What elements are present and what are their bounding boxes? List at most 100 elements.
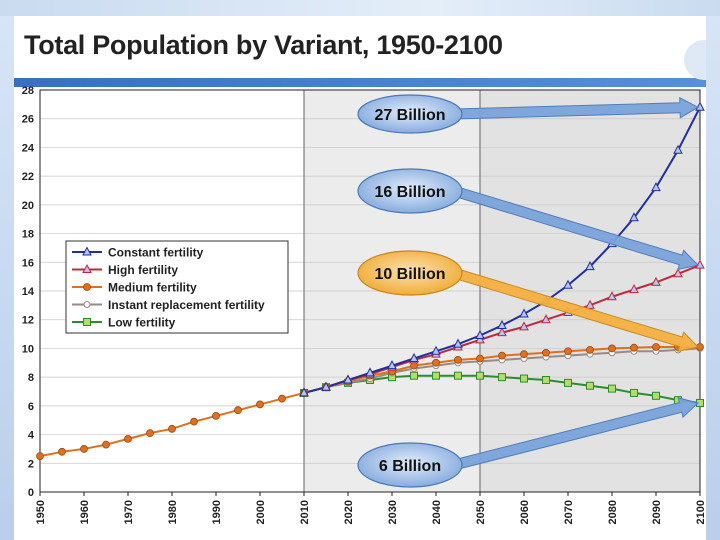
y-tick-label: 24 bbox=[22, 142, 35, 154]
x-tick-label: 2070 bbox=[563, 500, 575, 524]
y-tick-label: 14 bbox=[22, 286, 35, 298]
annotation-bubble bbox=[357, 94, 463, 134]
legend-swatch-marker bbox=[82, 263, 92, 273]
plot-border bbox=[39, 89, 701, 493]
series-point-1 bbox=[585, 299, 595, 309]
x-tick-label: 2010 bbox=[299, 500, 311, 524]
historical-point bbox=[102, 440, 110, 449]
series-point-4 bbox=[498, 373, 506, 382]
series-point-0 bbox=[651, 182, 661, 192]
series-point-4 bbox=[520, 374, 528, 383]
series-point-1 bbox=[673, 268, 683, 278]
series-point-4 bbox=[432, 371, 440, 380]
series-point-1 bbox=[607, 291, 617, 301]
series-point-0 bbox=[629, 212, 639, 222]
y-tick-label: 2 bbox=[28, 458, 34, 470]
annotation-bubble bbox=[357, 250, 463, 296]
corner-decoration bbox=[684, 40, 706, 80]
historical-point bbox=[256, 400, 264, 409]
legend-label: Low fertility bbox=[108, 316, 176, 330]
x-tick-label: 1950 bbox=[35, 500, 47, 524]
series-point-2 bbox=[432, 358, 440, 367]
series-point-0 bbox=[497, 319, 507, 329]
x-tick-label: 2090 bbox=[651, 500, 663, 524]
x-tick-label: 2030 bbox=[387, 500, 399, 524]
title-rule bbox=[14, 78, 706, 87]
series-point-4 bbox=[586, 381, 594, 390]
x-tick-label: 2060 bbox=[519, 500, 531, 524]
annotation-label: 16 Billion bbox=[374, 184, 445, 201]
series-point-2 bbox=[586, 345, 594, 354]
y-tick-label: 22 bbox=[22, 171, 34, 183]
series-point-0 bbox=[365, 367, 375, 377]
x-tick-label: 1990 bbox=[211, 500, 223, 524]
historical-point bbox=[168, 424, 176, 433]
legend-swatch-marker bbox=[83, 283, 91, 291]
top-stripe bbox=[0, 0, 720, 16]
series-point-2 bbox=[630, 343, 638, 352]
annotation-bubble bbox=[357, 168, 463, 214]
series-point-0 bbox=[695, 101, 705, 111]
y-tick-label: 26 bbox=[22, 114, 34, 126]
legend-label: Instant replacement fertility bbox=[108, 298, 265, 312]
x-tick-label: 2040 bbox=[431, 500, 443, 524]
series-point-2 bbox=[652, 343, 660, 351]
series-point-4 bbox=[564, 378, 572, 387]
legend-label: Constant fertility bbox=[108, 246, 204, 260]
historical-point bbox=[234, 406, 242, 415]
historical-point bbox=[124, 434, 132, 443]
legend-label: Medium fertility bbox=[108, 281, 197, 295]
annotation-label: 27 Billion bbox=[374, 107, 445, 124]
series-point-2 bbox=[542, 348, 550, 357]
series-point-1 bbox=[497, 327, 507, 337]
series-point-0 bbox=[299, 387, 309, 397]
legend-box bbox=[65, 240, 289, 334]
series-point-2 bbox=[608, 344, 616, 353]
x-tick-label: 1960 bbox=[79, 500, 91, 524]
series-point-0 bbox=[563, 279, 573, 289]
historical-point bbox=[146, 429, 154, 438]
series-point-2 bbox=[454, 356, 462, 364]
series-point-0 bbox=[409, 352, 419, 362]
annotation-arrow bbox=[453, 96, 700, 120]
annotation-arrow bbox=[452, 397, 699, 471]
series-point-1 bbox=[541, 314, 551, 324]
legend-label: High fertility bbox=[108, 263, 178, 277]
x-tick-label: 2000 bbox=[255, 500, 267, 524]
legend-swatch-marker bbox=[83, 318, 91, 326]
series-point-1 bbox=[695, 259, 705, 269]
series-point-4 bbox=[630, 388, 638, 397]
series-point-4 bbox=[608, 384, 616, 393]
legend-swatch-marker bbox=[82, 246, 92, 256]
y-tick-label: 18 bbox=[22, 229, 34, 241]
annotation-arrow bbox=[451, 267, 699, 353]
series-point-0 bbox=[519, 308, 529, 318]
historical-point bbox=[190, 417, 198, 426]
series-point-0 bbox=[431, 345, 441, 355]
historical-point bbox=[80, 445, 88, 453]
series-point-0 bbox=[475, 329, 485, 340]
series-point-2 bbox=[476, 354, 484, 363]
y-tick-label: 0 bbox=[28, 487, 34, 499]
historical-point bbox=[278, 394, 286, 403]
x-tick-label: 2100 bbox=[695, 500, 707, 524]
series-point-4 bbox=[410, 371, 418, 380]
y-tick-label: 4 bbox=[28, 430, 35, 442]
x-tick-label: 1980 bbox=[167, 500, 179, 524]
annotation-bubble bbox=[357, 442, 463, 488]
series-point-1 bbox=[651, 276, 661, 286]
series-point-1 bbox=[629, 284, 639, 294]
y-tick-label: 20 bbox=[22, 200, 34, 212]
x-tick-label: 2080 bbox=[607, 500, 619, 524]
annotation-arrow bbox=[451, 185, 699, 271]
series-point-0 bbox=[343, 374, 353, 384]
series-point-0 bbox=[453, 338, 463, 348]
y-tick-label: 16 bbox=[22, 257, 34, 269]
series-point-4 bbox=[542, 376, 550, 385]
y-tick-label: 28 bbox=[22, 85, 34, 97]
y-tick-label: 10 bbox=[22, 343, 34, 355]
y-tick-label: 6 bbox=[28, 401, 34, 413]
annotation-label: 10 Billion bbox=[374, 266, 445, 283]
historical-point bbox=[36, 452, 44, 461]
